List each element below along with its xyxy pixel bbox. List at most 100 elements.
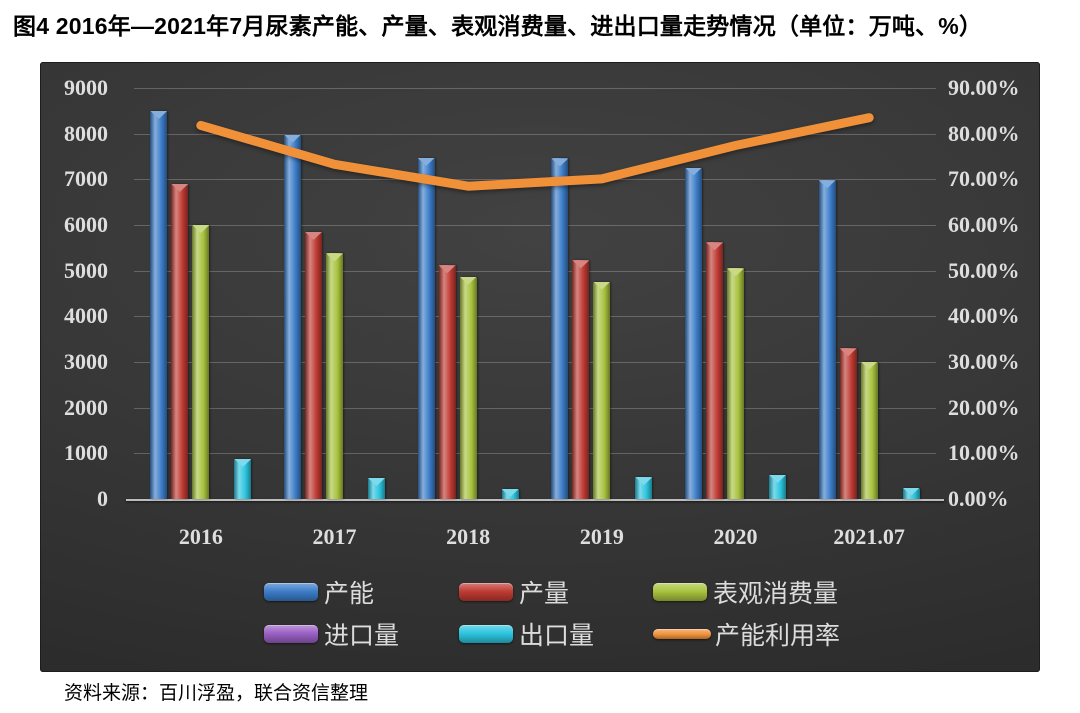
bar-top-bevel (685, 167, 703, 176)
legend-item-进口量: 进口量 (264, 623, 459, 650)
bar-group (401, 88, 535, 499)
bar-产量 (171, 183, 189, 499)
left-axis-tick-label: 4000 (64, 303, 108, 329)
right-axis-tick-label: 30.00% (948, 349, 1020, 374)
gridline (134, 453, 936, 455)
legend-item-表观消费量: 表观消费量 (653, 581, 840, 608)
bar-top-bevel (635, 477, 653, 486)
right-axis-tick-label: 70.00% (948, 166, 1020, 192)
bar-group (535, 88, 669, 499)
bar-产能 (417, 157, 435, 499)
bar-top-bevel (706, 242, 724, 251)
bar-产量 (839, 348, 857, 499)
bar-产量 (572, 260, 590, 499)
bar-top-bevel (572, 260, 590, 269)
bar-出口量 (635, 477, 653, 499)
left-axis-tick-label: 7000 (64, 166, 108, 192)
bar-top-bevel (234, 458, 252, 467)
bar-top-bevel (902, 487, 920, 496)
legend-item-产能: 产能 (264, 581, 459, 608)
right-axis-tick-label: 10.00% (948, 440, 1020, 466)
bar-出口量 (902, 487, 920, 499)
x-axis-tick-label: 2019 (579, 524, 624, 549)
bar-表观消费量 (192, 225, 210, 499)
bar-top-bevel (417, 157, 435, 166)
right-axis-tick-label: 60.00% (948, 212, 1020, 237)
x-axis-tick-label: 2021.07 (833, 524, 905, 549)
gridline (134, 88, 936, 89)
left-axis-tick-label: 8000 (64, 120, 108, 146)
left-axis-tick-label: 3000 (64, 349, 108, 374)
x-axis-tick-label: 2016 (178, 524, 223, 549)
right-axis-tick-label: 40.00% (948, 303, 1020, 329)
legend-swatch-进口量 (264, 625, 318, 643)
bar-group (268, 88, 402, 499)
legend-swatch-出口量 (459, 625, 513, 643)
legend-item-出口量: 出口量 (459, 623, 653, 650)
bar-表观消费量 (459, 276, 477, 499)
bar-top-bevel (839, 348, 857, 357)
x-axis-tick-label: 2020 (713, 524, 758, 549)
gridline (134, 362, 936, 363)
right-axis-tick-label: 20.00% (948, 394, 1020, 420)
x-axis-line (126, 499, 944, 501)
bar-top-bevel (551, 158, 569, 167)
bar-表观消费量 (326, 253, 344, 499)
legend-item-产能利用率: 产能利用率 (653, 623, 840, 650)
bar-产量 (706, 242, 724, 499)
bar-top-bevel (305, 231, 323, 240)
legend-swatch-表观消费量 (653, 583, 707, 601)
source-note: 资料来源：百川浮盈，联合资信整理 (64, 683, 369, 704)
x-axis-tick-label: 2017 (312, 524, 357, 549)
bar-group (669, 88, 803, 499)
bar-出口量 (234, 458, 252, 499)
bar-产量 (438, 265, 456, 499)
legend-label: 产能利用率 (715, 623, 841, 650)
bar-表观消费量 (593, 281, 611, 499)
legend-label: 出口量 (519, 623, 595, 650)
bar-top-bevel (769, 474, 787, 483)
bar-出口量 (769, 474, 787, 499)
bar-产能 (818, 180, 836, 499)
line-产能利用率 (196, 113, 874, 191)
left-axis-tick-label: 2000 (64, 394, 108, 420)
bar-表观消费量 (860, 361, 878, 499)
bar-top-bevel (150, 110, 168, 119)
gridline (134, 133, 936, 135)
bar-产能 (551, 158, 569, 499)
left-axis-tick-label: 6000 (64, 212, 108, 237)
bar-group (134, 88, 268, 499)
bar-表观消费量 (727, 268, 745, 499)
bar-产能 (284, 134, 302, 499)
bar-产能 (685, 167, 703, 499)
right-axis-tick-label: 50.00% (948, 257, 1020, 283)
right-axis-tick-label: 80.00% (948, 120, 1020, 146)
right-axis-tick-label: 0.00% (948, 486, 1009, 511)
utilization-line-chart (196, 113, 874, 191)
bar-出口量 (501, 489, 519, 499)
legend-label: 产能 (324, 581, 375, 608)
left-axis-tick-label: 5000 (64, 257, 108, 283)
legend-label: 产量 (519, 581, 570, 608)
bar-top-bevel (459, 276, 477, 285)
bar-top-bevel (438, 265, 456, 274)
bar-产能 (150, 110, 168, 499)
right-axis-tick-label: 90.00% (948, 75, 1020, 100)
bar-top-bevel (368, 478, 386, 486)
bar-group (802, 88, 936, 499)
left-axis-tick-label: 1000 (64, 440, 108, 466)
x-axis-tick-label: 2018 (446, 524, 491, 549)
legend-label: 进口量 (324, 623, 400, 650)
bar-top-bevel (727, 268, 745, 277)
bar-top-bevel (818, 180, 836, 189)
chart-panel: 0 1000 2000 3000 4000 5000 6000 7000 8000 9000 0.0… (40, 62, 1040, 672)
bar-产量 (305, 231, 323, 499)
bar-top-bevel (860, 361, 878, 370)
legend-swatch-产能利用率 (653, 629, 711, 639)
legend-swatch-产量 (459, 583, 513, 601)
bar-top-bevel (284, 134, 302, 143)
legend-swatch-产能 (264, 583, 318, 601)
gridline (134, 270, 936, 272)
chart-title: 图4 2016年—2021年7月尿素产能、产量、表观消费量、进出口量走势情况（单… (13, 13, 983, 39)
